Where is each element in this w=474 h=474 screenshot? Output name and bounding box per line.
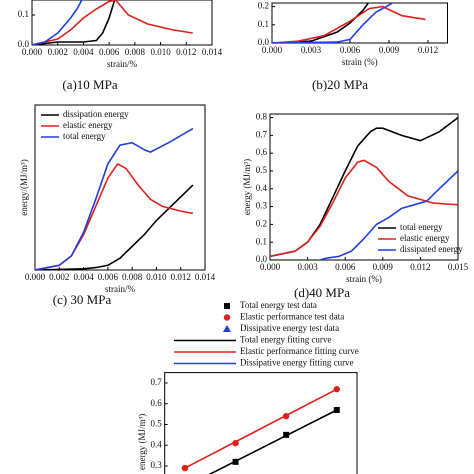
caption: (c) 30 MPa <box>53 292 112 307</box>
x-axis-label: strain/% <box>105 284 135 294</box>
y-tick-label: 0.4 <box>150 439 162 449</box>
y-tick-label: 0.1 <box>256 236 267 246</box>
x-tick-label: 0.006 <box>99 47 120 57</box>
y-tick-label: 0.4 <box>256 183 268 193</box>
legend-label: Dissipative energy test data <box>240 323 339 333</box>
x-tick-label: 0.009 <box>379 45 400 55</box>
series-line <box>35 162 194 270</box>
series-line <box>272 3 370 43</box>
series-line <box>35 127 194 270</box>
legend-swatch <box>224 303 230 309</box>
plot-area <box>272 3 426 43</box>
y-tick-label: 0.3 <box>256 201 268 211</box>
x-tick-label: 0.012 <box>176 47 196 57</box>
plot-frame <box>271 2 448 44</box>
x-tick-label: 0.012 <box>418 45 438 55</box>
plot-area <box>35 127 194 270</box>
legend-label: Dissipative energy fitting curve <box>240 358 354 368</box>
x-tick-label: 0.012 <box>410 262 430 272</box>
y-tick-label: 0.5 <box>256 165 268 175</box>
series-line <box>208 409 338 474</box>
x-tick-label: 0.006 <box>335 262 356 272</box>
legend-label: dissipation energy <box>63 109 129 119</box>
series-line <box>272 5 426 43</box>
legend-label: total energy <box>400 222 443 232</box>
x-tick-label: 0.003 <box>297 262 318 272</box>
y-tick-label: 0.0 <box>256 254 268 264</box>
series-line <box>184 388 338 469</box>
legend-label: Total energy fitting curve <box>240 335 331 345</box>
x-tick-label: 0.003 <box>301 45 322 55</box>
series-line <box>270 170 458 260</box>
y-tick-label: 0.6 <box>256 147 268 157</box>
y-tick-label: 0.8 <box>256 112 268 122</box>
series-line <box>272 3 395 43</box>
x-tick-label: 0.009 <box>373 262 394 272</box>
x-axis-label: strain/% <box>107 59 137 69</box>
x-tick-label: 0.002 <box>49 272 69 282</box>
x-tick-label: 0.006 <box>340 45 361 55</box>
legend-label: Elastic performance fitting curve <box>240 346 359 356</box>
y-tick-label: 0.5 <box>150 419 162 429</box>
x-tick-label: 0.000 <box>25 272 46 282</box>
y-tick-label: 0.0 <box>258 37 270 47</box>
y-tick-label: 0.3 <box>150 460 162 470</box>
y-tick-label: 0.1 <box>258 19 269 29</box>
legend-label: elastic energy <box>400 233 450 243</box>
legend-label: total energy <box>63 131 106 141</box>
y-axis-label: energy/(MJ/m³) <box>19 159 29 216</box>
x-tick-label: 0.002 <box>48 47 68 57</box>
x-tick-label: 0.004 <box>73 47 94 57</box>
x-tick-label: 0.010 <box>150 47 171 57</box>
legend-label: Elastic performance test data <box>240 312 344 322</box>
legend-swatch <box>223 314 231 321</box>
y-tick-label: 0.2 <box>258 1 269 11</box>
plot-frame <box>269 113 459 261</box>
legend-label: dissipated energy <box>400 244 463 254</box>
y-tick-label: 0.6 <box>150 398 162 408</box>
y-axis-label: energy (MJ/m³) <box>137 414 147 470</box>
plot-area <box>181 386 340 474</box>
plot-frame <box>164 372 358 474</box>
y-axis-label: energy (MJ/m³) <box>242 159 252 215</box>
x-tick-label: 0.006 <box>98 272 119 282</box>
x-tick-label: 0.014 <box>202 47 223 57</box>
plot-frame <box>34 104 206 271</box>
x-tick-label: 0.010 <box>146 272 167 282</box>
legend-label: elastic energy <box>63 120 113 130</box>
caption: (a)10 MPa <box>62 77 117 92</box>
caption: (d)40 MPa <box>294 285 350 300</box>
y-tick-label: 0.0 <box>18 39 30 49</box>
x-tick-label: 0.008 <box>125 47 146 57</box>
y-tick-label: 0.2 <box>256 218 267 228</box>
plot-area <box>270 116 458 260</box>
plot-frame <box>31 0 213 46</box>
x-axis-label: strain (%) <box>346 274 382 284</box>
x-tick-label: 0.000 <box>22 47 43 57</box>
y-tick-label: 0.7 <box>256 129 268 139</box>
plot-area <box>32 0 193 45</box>
x-axis-label: strain (%) <box>342 57 378 67</box>
x-tick-label: 0.014 <box>195 272 216 282</box>
x-tick-label: 0.012 <box>171 272 191 282</box>
series-line <box>35 184 194 270</box>
x-tick-label: 0.015 <box>448 262 469 272</box>
series-line <box>32 0 193 45</box>
x-tick-label: 0.000 <box>260 262 281 272</box>
x-tick-label: 0.000 <box>262 45 283 55</box>
x-tick-label: 0.008 <box>122 272 143 282</box>
series-line <box>270 159 458 258</box>
x-tick-label: 0.004 <box>73 272 94 282</box>
legend-label: Total energy test data <box>240 300 317 310</box>
series-line <box>32 0 83 45</box>
legend-swatch <box>223 325 231 332</box>
y-tick-label: 0.1 <box>18 9 29 19</box>
series-line <box>32 0 116 45</box>
caption: (b)20 MPa <box>312 77 368 92</box>
y-tick-label: 0.7 <box>150 377 162 387</box>
